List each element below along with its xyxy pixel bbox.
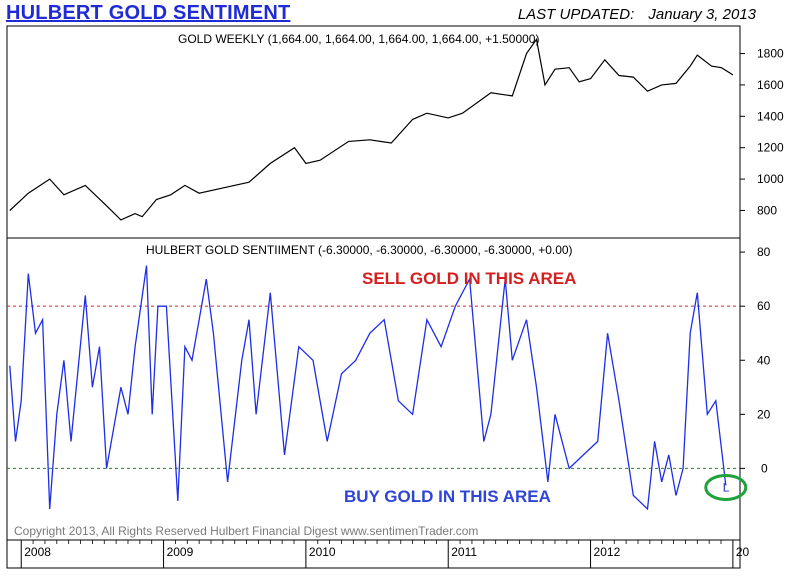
sentiment-y-tick-label: 0 (761, 461, 768, 475)
reference-lines (7, 305, 740, 469)
current-reading-marker-label: L (723, 480, 730, 494)
copyright: Copyright 2013, All Rights Reserved Hulb… (14, 524, 479, 538)
gold-panel-title: GOLD WEEKLY (1,664.00, 1,664.00, 1,664.0… (178, 32, 540, 46)
gold-y-tick-label: 800 (757, 203, 777, 217)
gold-y-tick-label: 1800 (757, 47, 784, 61)
x-tick-label: 2011 (451, 545, 477, 559)
x-tick-label: 2008 (24, 545, 51, 559)
x-axis: 2008 2009 2010 2011 2012 20 (20, 540, 750, 568)
x-tick-label: 2009 (167, 545, 194, 559)
frame (6, 25, 741, 569)
plot-frame (6, 25, 741, 569)
gold-y-tick-label: 1600 (757, 78, 784, 92)
gold-y-tick-label: 1200 (757, 141, 784, 155)
last-updated: LAST UPDATED: January 3, 2013 (518, 6, 756, 23)
last-updated-date: January 3, 2013 (648, 6, 756, 23)
last-updated-label: LAST UPDATED: (517, 6, 635, 23)
gold-y-tick-label: 1400 (757, 109, 784, 123)
sentiment-y-tick-label: 40 (757, 353, 771, 367)
gold-y-tick-label: 1000 (757, 172, 784, 186)
page-title: HULBERT GOLD SENTIMENT (6, 2, 291, 24)
gold-price-line (9, 37, 734, 221)
sentiment-y-tick-label: 80 (757, 245, 771, 259)
current-reading-marker (704, 473, 748, 501)
sentiment-line (9, 265, 727, 511)
x-tick-label: 2010 (309, 545, 336, 559)
x-tick-label: 20 (736, 545, 750, 559)
sentiment-y-tick-label: 60 (757, 299, 771, 313)
sell-annotation: SELL GOLD IN THIS AREA (362, 269, 577, 288)
buy-annotation: BUY GOLD IN THIS AREA (344, 487, 551, 506)
sentiment-y-axis: 0 20 40 60 80 (740, 245, 771, 475)
sentiment-panel-title: HULBERT GOLD SENTIIMENT (-6.30000, -6.30… (146, 243, 573, 257)
x-tick-label: 2012 (594, 545, 621, 559)
gold-y-axis: 800 1000 1200 1400 1600 1800 (740, 47, 784, 217)
sentiment-y-tick-label: 20 (757, 407, 771, 421)
